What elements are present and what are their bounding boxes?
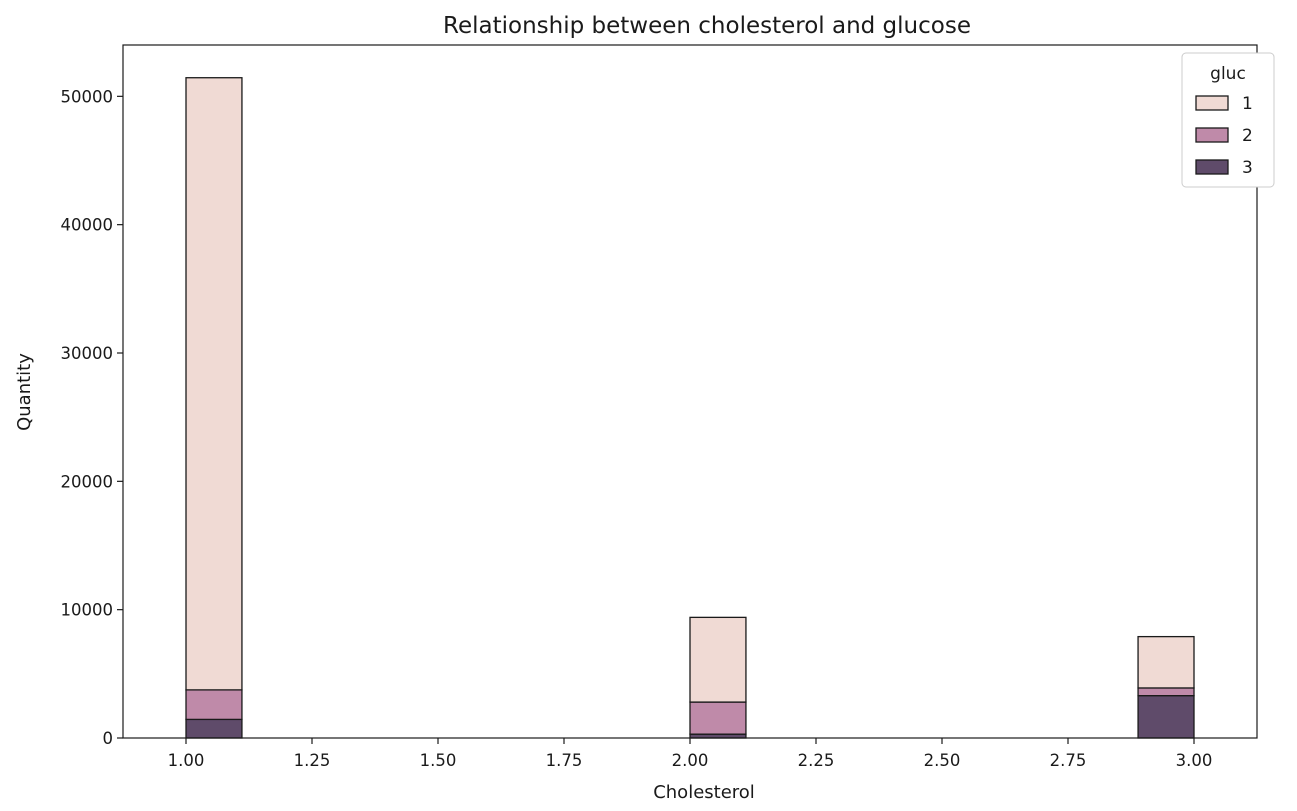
x-tick-label: 2.00 — [672, 751, 709, 770]
y-axis-label: Quantity — [14, 353, 35, 431]
bar-gluc-3-bin-1 — [185, 718, 243, 739]
x-tick-label: 2.75 — [1050, 751, 1087, 770]
legend-frame — [1181, 52, 1275, 188]
y-tick-label: 50000 — [61, 87, 114, 106]
chart-title: Relationship between cholesterol and glu… — [443, 13, 971, 39]
x-tick-label: 1.25 — [294, 751, 331, 770]
legend-title: gluc — [1210, 64, 1246, 84]
x-tick-label: 3.00 — [1176, 751, 1213, 770]
y-axis: 0 10000 20000 30000 40000 50000 — [61, 87, 123, 748]
bar-gluc-1-bin-2 — [689, 616, 747, 703]
legend-swatch-2 — [1195, 127, 1229, 143]
legend-label-3: 3 — [1242, 158, 1253, 178]
bar-gluc-1-bin-1 — [185, 77, 243, 691]
bar-gluc-1-bin-3 — [1137, 635, 1195, 689]
bar-gluc-3-bin-3 — [1137, 695, 1195, 739]
bar-gluc-2-bin-2 — [689, 701, 747, 735]
legend-swatch-3 — [1195, 159, 1229, 175]
y-tick-label: 30000 — [61, 344, 114, 363]
legend-label-1: 1 — [1242, 94, 1253, 114]
x-axis: 1.00 1.25 1.50 1.75 2.00 2.25 2.50 2.75 3.00 — [168, 738, 1213, 770]
legend-swatch-1 — [1195, 95, 1229, 111]
bar-gluc-2-bin-3 — [1137, 687, 1195, 697]
y-tick-label: 0 — [103, 729, 114, 748]
y-tick-label: 20000 — [61, 472, 114, 491]
y-tick-label: 10000 — [61, 601, 114, 620]
legend-label-2: 2 — [1242, 126, 1253, 146]
legend: gluc 1 2 3 — [1181, 52, 1275, 188]
plot-area — [185, 77, 1195, 739]
x-tick-label: 2.50 — [924, 751, 961, 770]
bar-gluc-2-bin-1 — [185, 689, 243, 721]
x-tick-label: 1.00 — [168, 751, 205, 770]
x-axis-label: Cholesterol — [653, 782, 755, 803]
x-tick-label: 1.50 — [420, 751, 457, 770]
x-tick-label: 1.75 — [546, 751, 583, 770]
y-tick-label: 40000 — [61, 216, 114, 235]
x-tick-label: 2.25 — [798, 751, 835, 770]
